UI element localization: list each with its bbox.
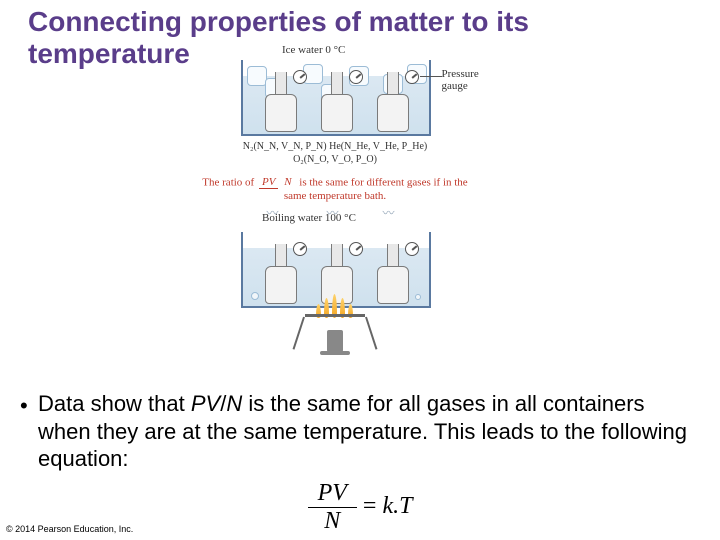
bullet-pv: PV	[191, 391, 220, 416]
bullet-text-part1: Data show that	[38, 391, 191, 416]
steam-icon: 〰	[383, 204, 395, 221]
gauge-icon	[349, 70, 363, 84]
gauge-label: Pressure gauge	[442, 68, 492, 92]
bunsen-burner	[295, 306, 375, 352]
ratio-suffix: is the same for different gases if in th…	[284, 176, 468, 202]
ratio-frac-top: PV	[259, 176, 278, 189]
equation-lhs-bot: N	[308, 508, 357, 535]
ice-bath: Pressure gauge	[223, 46, 448, 138]
flask-he-hot	[373, 244, 413, 304]
gas-label-row1: N₂(N_N, V_N, P_N) He(N_He, V_He, P_He)	[190, 140, 480, 153]
ratio-prefix: The ratio of	[202, 176, 257, 188]
gauge-icon	[293, 70, 307, 84]
equation-lhs-top: PV	[308, 480, 357, 508]
bullet-marker: •	[20, 392, 28, 420]
body-bullet: • Data show that PV/N is the same for al…	[38, 390, 692, 473]
gas-label-row2: O₂(N_O, V_O, P_O)	[190, 153, 480, 166]
steam-icon: 〰	[267, 204, 279, 221]
equation-eq: =	[363, 493, 383, 519]
ratio-fraction: PV N	[257, 176, 297, 190]
gauge-icon	[405, 70, 419, 84]
figure: Ice water 0 °C Pressure ga	[190, 44, 480, 379]
title-line-2: temperature	[28, 38, 190, 69]
burner-base	[327, 330, 343, 352]
gauge-icon	[293, 242, 307, 256]
flask-he	[373, 72, 413, 132]
gas-labels: N₂(N_N, V_N, P_N) He(N_He, V_He, P_He) O…	[190, 140, 480, 166]
bullet-n: N	[226, 391, 242, 416]
ratio-frac-bot: N	[281, 176, 294, 188]
gauge-icon	[405, 242, 419, 256]
title-line-1: Connecting properties of matter to its	[28, 6, 529, 37]
flask-n2-hot	[261, 244, 301, 304]
equation-lhs-frac: PV N	[308, 480, 357, 535]
gauge-icon	[349, 242, 363, 256]
ratio-caption: The ratio of PV N is the same for differ…	[202, 176, 468, 204]
leader-line	[420, 76, 442, 77]
bath-container	[241, 60, 431, 136]
flask-n2	[261, 72, 301, 132]
equation-rhs: k.T	[382, 493, 412, 519]
copyright: © 2014 Pearson Education, Inc.	[6, 524, 133, 534]
steam-icon: 〰	[327, 204, 339, 221]
flask-o2	[317, 72, 357, 132]
burner-foot	[320, 351, 350, 355]
